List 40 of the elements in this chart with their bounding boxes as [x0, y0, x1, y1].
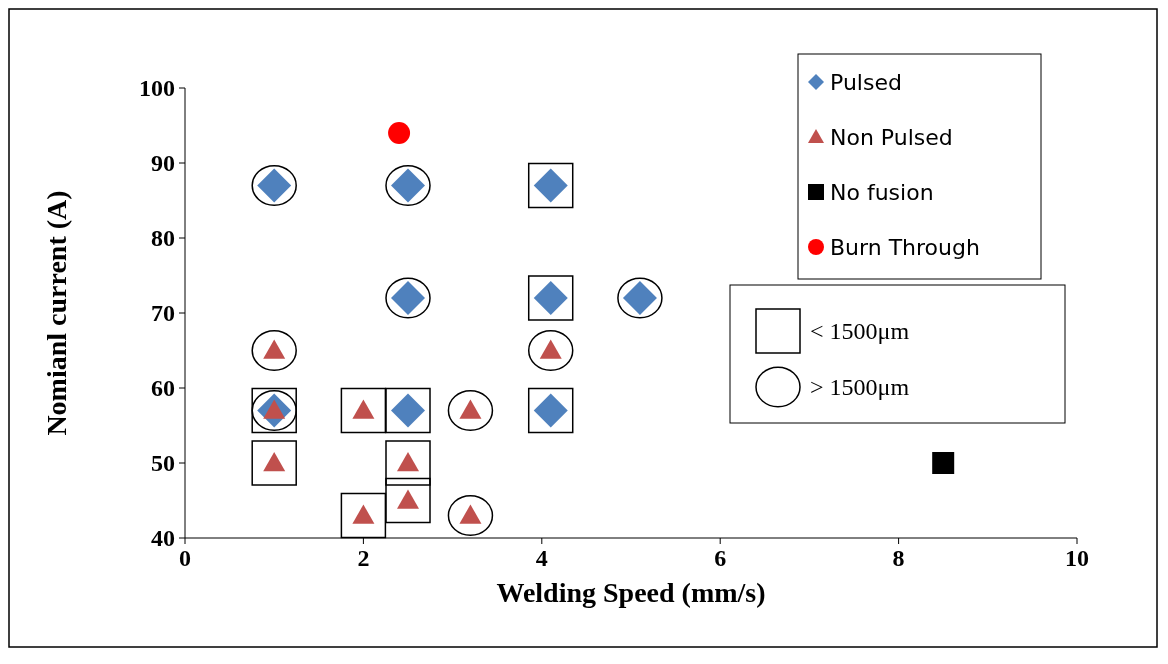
point [251, 440, 297, 486]
y-axis-title: Nomianl current (A) [41, 190, 72, 436]
legend-label: Non Pulsed [830, 125, 953, 150]
point [527, 387, 574, 434]
legend-label: No fusion [830, 180, 934, 205]
point [385, 477, 431, 524]
point [932, 452, 955, 474]
point [447, 389, 494, 432]
point [385, 440, 431, 486]
y-tick-label: 80 [151, 225, 175, 251]
point [527, 329, 574, 372]
y-tick-label: 40 [151, 525, 175, 551]
x-tick-label: 6 [714, 545, 727, 571]
point [340, 492, 387, 539]
legend-label: Burn Through [830, 235, 980, 260]
legend-label: Pulsed [830, 70, 902, 95]
x-tick-label: 2 [357, 545, 370, 571]
point [340, 387, 387, 434]
point [527, 162, 574, 209]
y-tick-label: 60 [151, 375, 175, 401]
point [385, 387, 431, 434]
x-tick-label: 8 [892, 545, 905, 571]
point [251, 164, 297, 207]
point [527, 275, 574, 321]
x-tick-label: 0 [179, 545, 191, 571]
point [388, 122, 411, 144]
point [251, 329, 297, 372]
point [385, 164, 431, 207]
x-tick-label: 10 [1065, 545, 1089, 571]
point [447, 494, 494, 537]
x-axis-title: Welding Speed (mm/s) [496, 577, 766, 608]
y-tick-label: 100 [139, 75, 175, 101]
y-tick-label: 90 [151, 150, 175, 176]
y-tick-label: 50 [151, 450, 175, 476]
y-tick-label: 70 [151, 300, 175, 326]
legend-label: > 1500μm [810, 374, 910, 400]
point [617, 277, 663, 319]
x-tick-label: 4 [535, 545, 548, 571]
legend-label: < 1500μm [810, 318, 910, 344]
point [385, 277, 431, 319]
